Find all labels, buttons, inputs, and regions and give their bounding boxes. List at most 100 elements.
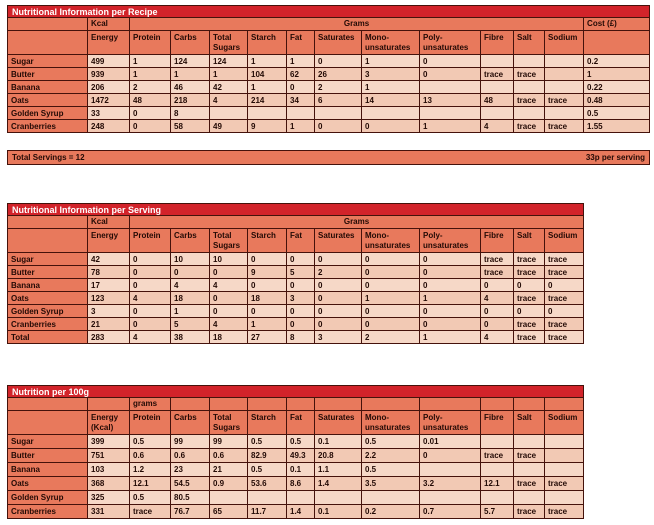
- table-cell: 0.7: [419, 504, 481, 519]
- row-label: Total: [7, 330, 88, 344]
- table-row: Cranberries 331 trace 76.7 65 11.7 1.4 0.1 0.2 0.…: [7, 504, 584, 519]
- table-cell: 8.6: [286, 476, 315, 491]
- table-cell: 104: [247, 67, 287, 81]
- table-row: Cranberries 248 0 58 49 9 1 0 0 1 4 trace trace 1.55: [7, 119, 651, 133]
- column-header: Carbs: [170, 228, 210, 253]
- table-cell: 1: [129, 67, 171, 81]
- table-cell: 99: [209, 434, 248, 449]
- table-cell: 1: [247, 54, 287, 68]
- table-cell: 283: [87, 330, 130, 344]
- per-serving-cost-label: 33p per serving: [585, 153, 645, 162]
- table-cell: [480, 490, 514, 505]
- table-cell: trace: [543, 265, 585, 279]
- table-cell: 23: [170, 462, 210, 477]
- unit-header-cell: [361, 397, 420, 411]
- column-header: Starch: [247, 30, 287, 55]
- table-row: Banana 206 2 46 42 1 0 2 1 0.22: [7, 80, 651, 94]
- table-cell: [419, 462, 481, 477]
- table-row: Butter 939 1 1 1 104 62 26 3 0 trace trace 1: [7, 67, 651, 81]
- unit-header-cell: Cost (£): [583, 17, 651, 31]
- table-cell: [513, 434, 545, 449]
- table-cell: 0.6: [170, 448, 210, 463]
- table-per-recipe: Kcal Grams Cost (£) Energy Protein Carbs Total…: [7, 17, 651, 133]
- row-label: Golden Syrup: [7, 304, 88, 318]
- column-header: Fibre: [480, 410, 514, 435]
- table-cell: 0: [314, 304, 362, 318]
- table-cell: 325: [87, 490, 130, 505]
- table-cell: [419, 80, 481, 94]
- table-cell: 1: [361, 54, 420, 68]
- row-label: Sugar: [7, 252, 88, 266]
- table-cell: 1.4: [314, 476, 362, 491]
- table-row: Banana 103 1.2 23 21 0.5 0.1 1.1 0.5: [7, 462, 584, 477]
- table-cell: trace: [543, 291, 585, 305]
- row-label: Golden Syrup: [7, 106, 88, 120]
- table-cell: trace: [513, 476, 545, 491]
- table-cell: 0: [361, 317, 420, 331]
- column-header: Total Sugars: [209, 228, 248, 253]
- row-label: Sugar: [7, 434, 88, 449]
- table-cell: 0: [129, 119, 171, 133]
- column-header: Starch: [247, 410, 287, 435]
- table-cell: 1.4: [286, 504, 315, 519]
- table-per-100g: grams Energy (Kcal) Protein Carbs Total Suga…: [7, 397, 584, 519]
- row-label: Banana: [7, 462, 88, 477]
- table-cell: 49.3: [286, 448, 315, 463]
- table-cell: [286, 490, 315, 505]
- table-cell: 399: [87, 434, 130, 449]
- table-cell: 0: [419, 252, 481, 266]
- unit-header-cell: [87, 397, 130, 411]
- unit-header-cell: [209, 397, 248, 411]
- table-cell: trace: [543, 119, 585, 133]
- table-cell: 0: [314, 54, 362, 68]
- table-cell: 2: [314, 265, 362, 279]
- unit-header-cell: Kcal: [87, 215, 130, 229]
- table-cell: trace: [480, 448, 514, 463]
- table-cell: 0: [286, 252, 315, 266]
- table-cell: [286, 106, 315, 120]
- table-cell: trace: [544, 476, 584, 491]
- table-cell: [543, 54, 585, 68]
- table-cell: 21: [209, 462, 248, 477]
- column-header: Poly-unsaturates: [419, 30, 481, 55]
- table-cell: 0: [314, 252, 362, 266]
- table-cell: 0.5: [247, 462, 287, 477]
- table-cell: 5: [286, 265, 315, 279]
- unit-header-cell: [7, 17, 88, 31]
- table-cell: 1: [129, 54, 171, 68]
- unit-header-cell: [419, 397, 481, 411]
- table-cell: 0.2: [361, 504, 420, 519]
- column-header: Carbs: [170, 410, 210, 435]
- column-header: Sodium: [543, 228, 585, 253]
- column-header: Saturates: [314, 228, 362, 253]
- table-cell: 46: [170, 80, 210, 94]
- table-cell: 0.5: [583, 106, 651, 120]
- table-row: Cranberries 21 0 5 4 1 0 0 0 0 0 trace trace: [7, 317, 585, 331]
- table-cell: trace: [513, 265, 545, 279]
- table-per-serving: Kcal Grams Energy Protein Carbs Total Sugars S…: [7, 215, 585, 344]
- table-row: Butter 78 0 0 0 9 5 2 0 0 trace trace trace: [7, 265, 585, 279]
- table-cell: 4: [480, 119, 514, 133]
- table-section-per-100g: Nutrition per 100g grams Energy (Kcal) Pro…: [7, 385, 584, 519]
- table-cell: 1: [170, 67, 210, 81]
- table-cell: 1: [419, 291, 481, 305]
- table-cell: 0: [361, 304, 420, 318]
- table-cell: 1: [286, 119, 315, 133]
- column-header-row: Energy Protein Carbs Total Sugars Starch Fat S…: [7, 228, 585, 253]
- table-cell: 206: [87, 80, 130, 94]
- column-header: Total Sugars: [209, 30, 248, 55]
- table-cell: 0.22: [583, 80, 651, 94]
- table-cell: 0: [419, 67, 481, 81]
- table-cell: [544, 462, 584, 477]
- table-cell: 0: [361, 119, 420, 133]
- data-table: grams Energy (Kcal) Protein Carbs Total Suga…: [7, 397, 584, 519]
- table-cell: trace: [513, 93, 545, 107]
- table-cell: 0: [286, 304, 315, 318]
- table-cell: 499: [87, 54, 130, 68]
- column-header: Fat: [286, 228, 315, 253]
- table-cell: 0: [129, 317, 171, 331]
- table-cell: 0.5: [129, 434, 171, 449]
- table-cell: 0.1: [286, 462, 315, 477]
- table-cell: 8: [286, 330, 315, 344]
- table-cell: trace: [480, 265, 514, 279]
